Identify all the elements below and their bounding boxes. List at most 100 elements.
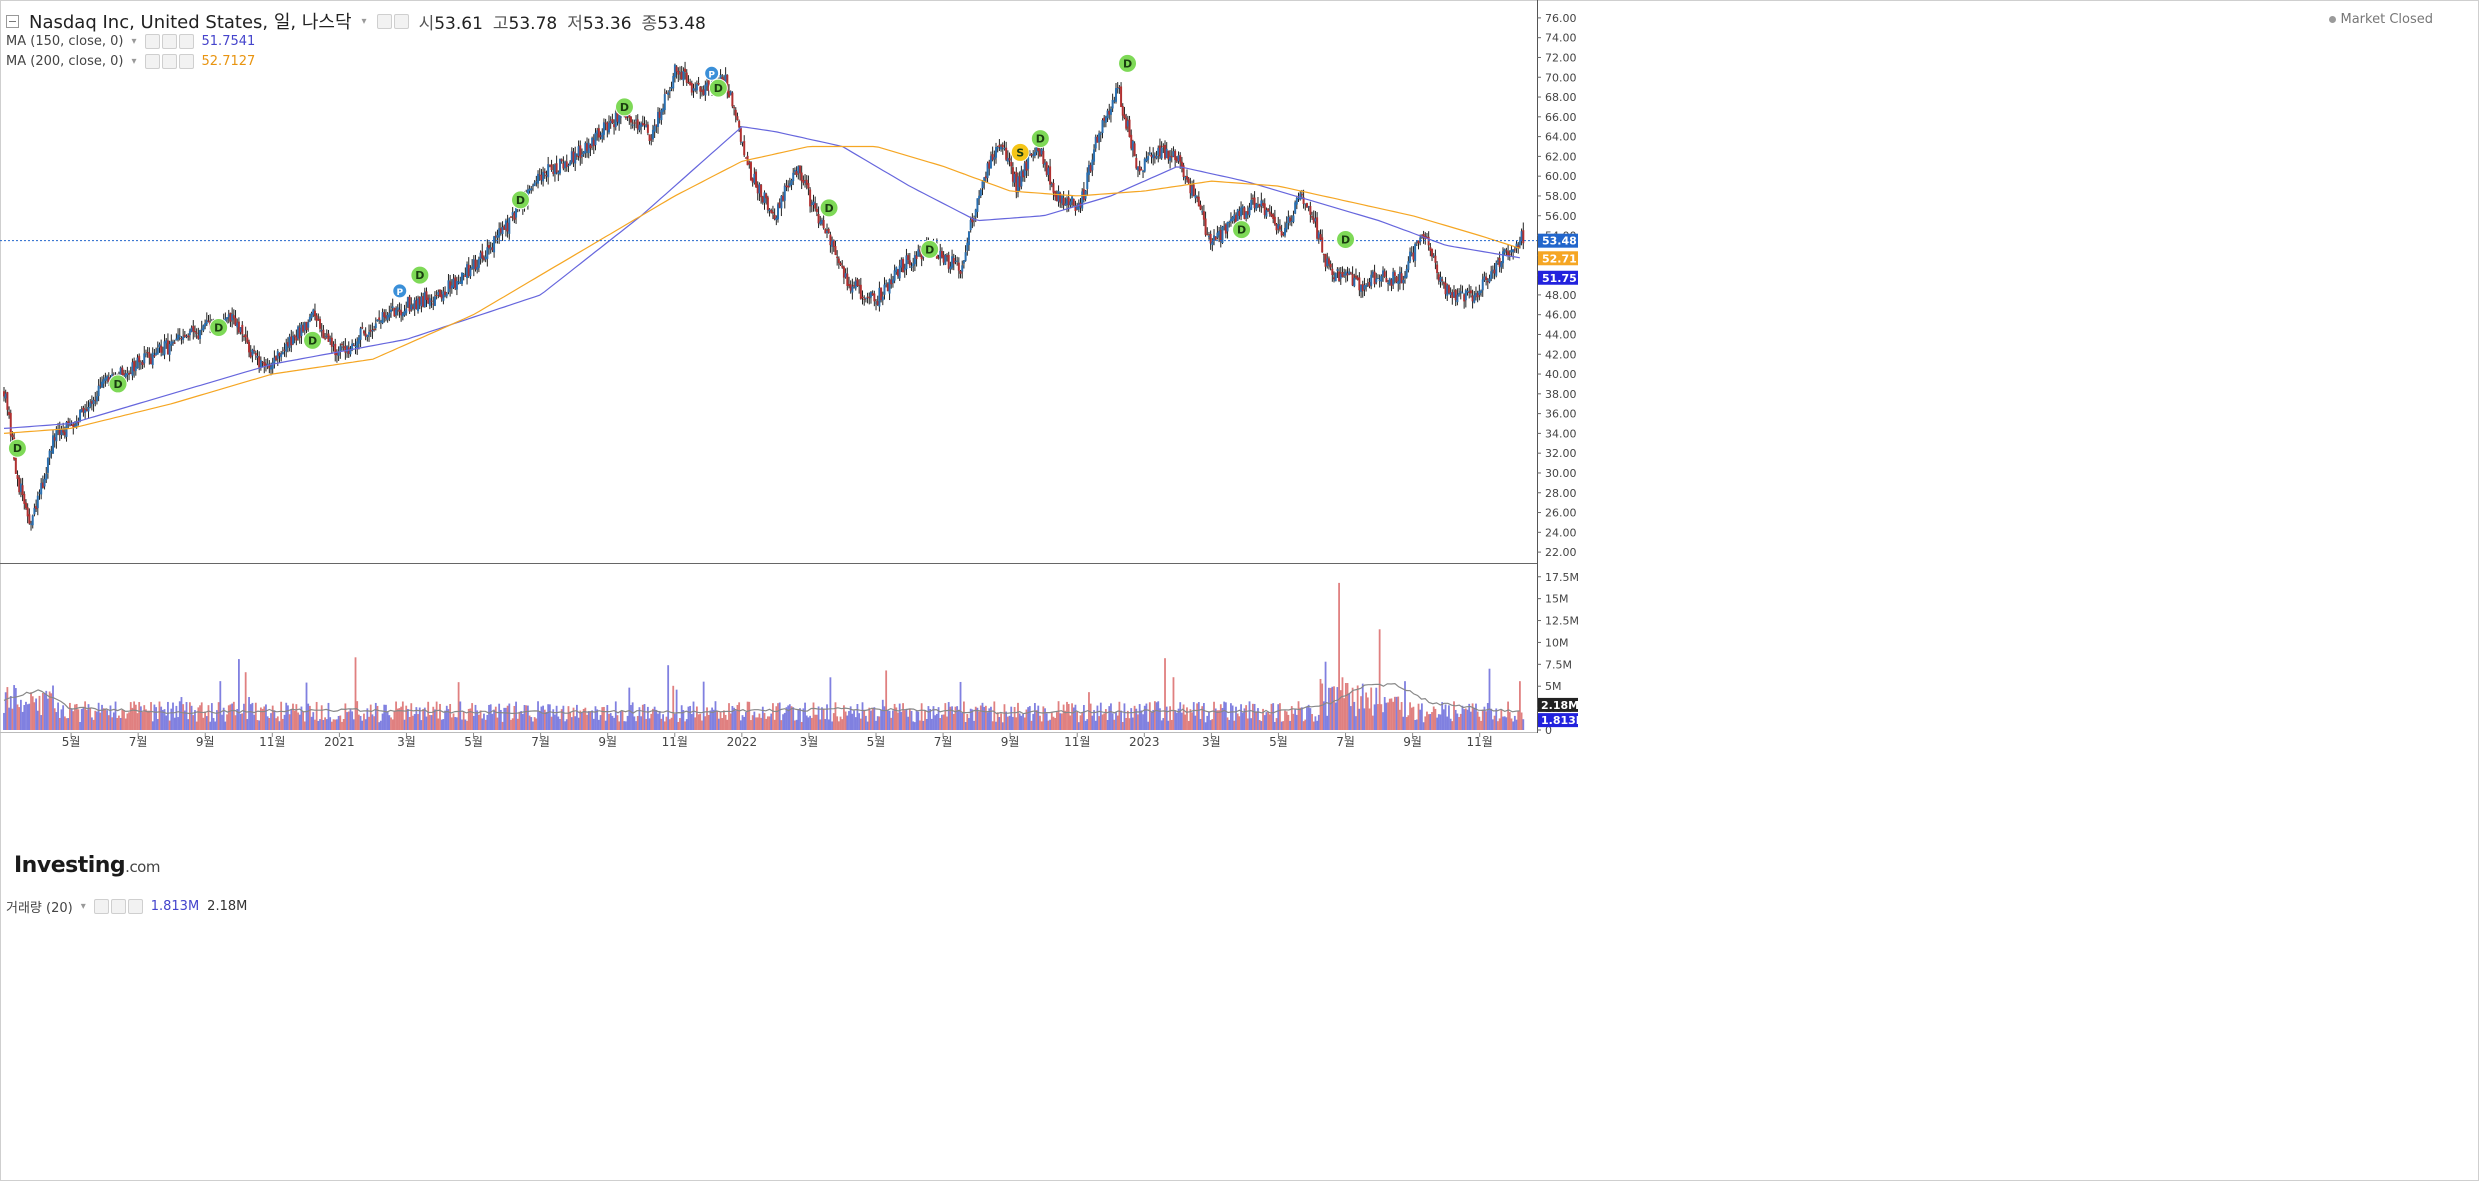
symbol-title[interactable]: Nasdaq Inc, United States, 일, 나스닥: [29, 12, 352, 33]
candle-body: [947, 254, 950, 269]
candle: [846, 267, 849, 291]
event-marker-d[interactable]: D: [1118, 53, 1138, 73]
candle-body: [254, 352, 257, 356]
volume-bar: [82, 707, 85, 730]
candle: [302, 321, 305, 333]
volume-bar: [124, 718, 127, 730]
candle-body: [736, 116, 739, 121]
candle-body: [989, 155, 992, 169]
volume-bar: [717, 718, 720, 730]
candle-body: [48, 450, 51, 458]
close-icon[interactable]: [178, 53, 194, 69]
volume-bar: [457, 682, 460, 730]
candle: [1028, 150, 1031, 156]
volume-bar: [1189, 709, 1192, 730]
event-marker-d[interactable]: D: [410, 265, 430, 285]
volume-bar: [241, 713, 244, 730]
event-marker-d[interactable]: D: [819, 198, 839, 218]
event-marker-d[interactable]: D: [708, 78, 728, 98]
volume-bar: [897, 712, 899, 730]
candle: [415, 296, 418, 310]
settings-icon[interactable]: [376, 13, 392, 29]
event-marker-p[interactable]: P: [704, 65, 720, 81]
event-marker-d[interactable]: D: [209, 318, 229, 338]
candle: [150, 353, 153, 365]
visibility-icon[interactable]: [393, 13, 409, 29]
visibility-icon[interactable]: [93, 898, 109, 914]
candle: [677, 67, 680, 83]
candle: [23, 491, 26, 510]
candle: [793, 167, 796, 175]
volume-bar: [209, 721, 212, 730]
candle: [325, 329, 328, 339]
visibility-icon[interactable]: [144, 53, 160, 69]
volume-bar: [139, 706, 142, 730]
volume-bar: [662, 714, 664, 730]
candle-body: [912, 263, 915, 267]
candle: [1022, 169, 1025, 182]
volume-bar: [1343, 698, 1346, 730]
ma150-legend[interactable]: MA (150, close, 0) ▾ 51.7541: [6, 32, 255, 50]
candle-body: [440, 294, 443, 299]
chevron-down-icon[interactable]: ▾: [131, 35, 137, 47]
volume-bar: [283, 714, 286, 730]
candle: [187, 333, 190, 341]
event-marker-d[interactable]: D: [7, 438, 27, 458]
candle: [298, 322, 301, 344]
candle-body: [1013, 173, 1016, 183]
volume-bar: [430, 715, 433, 730]
volume-bar: [292, 703, 294, 730]
candle-body: [1062, 197, 1065, 206]
volume-bar: [1025, 709, 1028, 730]
volume-bar: [1214, 708, 1217, 730]
candle-body: [853, 285, 856, 287]
event-marker-d[interactable]: D: [920, 239, 940, 259]
volume-bar: [697, 714, 700, 730]
volume-bar: [1230, 703, 1232, 730]
event-marker-d[interactable]: D: [108, 374, 128, 394]
event-marker-d[interactable]: D: [1030, 129, 1050, 149]
event-marker-d[interactable]: D: [1336, 229, 1356, 249]
candle-body: [1453, 292, 1456, 297]
event-marker-d[interactable]: D: [510, 190, 530, 210]
visibility-icon[interactable]: [144, 33, 160, 49]
ma200-legend[interactable]: MA (200, close, 0) ▾ 52.7127: [6, 52, 255, 70]
event-marker-d[interactable]: D: [303, 330, 323, 350]
close-icon[interactable]: [127, 898, 143, 914]
minus-square-icon[interactable]: [6, 14, 19, 28]
volume-bar: [432, 706, 435, 730]
volume-bar: [646, 706, 649, 730]
volume-legend[interactable]: 거래량 (20) ▾ 1.813M 2.18M: [6, 897, 247, 916]
candle-body: [324, 337, 327, 339]
volume-bar: [1028, 706, 1031, 730]
candle: [1334, 272, 1337, 282]
settings-icon[interactable]: [110, 898, 126, 914]
event-marker-d[interactable]: D: [1232, 220, 1252, 240]
settings-icon[interactable]: [161, 53, 177, 69]
event-marker-d[interactable]: D: [614, 97, 634, 117]
volume-bar: [733, 707, 735, 730]
candle-body: [673, 64, 676, 78]
volume-bar: [344, 703, 347, 730]
volume-bar: [685, 719, 688, 730]
candle: [826, 223, 829, 239]
volume-bar: [690, 713, 693, 730]
candle: [244, 326, 247, 344]
candle-body: [427, 297, 430, 304]
chevron-down-icon[interactable]: ▾: [80, 900, 86, 912]
settings-icon[interactable]: [161, 33, 177, 49]
chevron-down-icon[interactable]: ▾: [361, 15, 367, 27]
candle: [1089, 162, 1092, 173]
volume-bar: [1023, 717, 1026, 730]
candle-body: [761, 196, 764, 203]
chevron-down-icon[interactable]: ▾: [131, 55, 137, 67]
close-icon[interactable]: [178, 33, 194, 49]
candle-body: [352, 345, 355, 347]
event-marker-p[interactable]: P: [392, 283, 408, 299]
volume-bar: [1510, 718, 1513, 730]
event-marker-s[interactable]: S: [1010, 142, 1030, 162]
candle-body: [1513, 249, 1516, 251]
volume-bar: [560, 709, 563, 730]
volume-bar: [611, 715, 614, 730]
